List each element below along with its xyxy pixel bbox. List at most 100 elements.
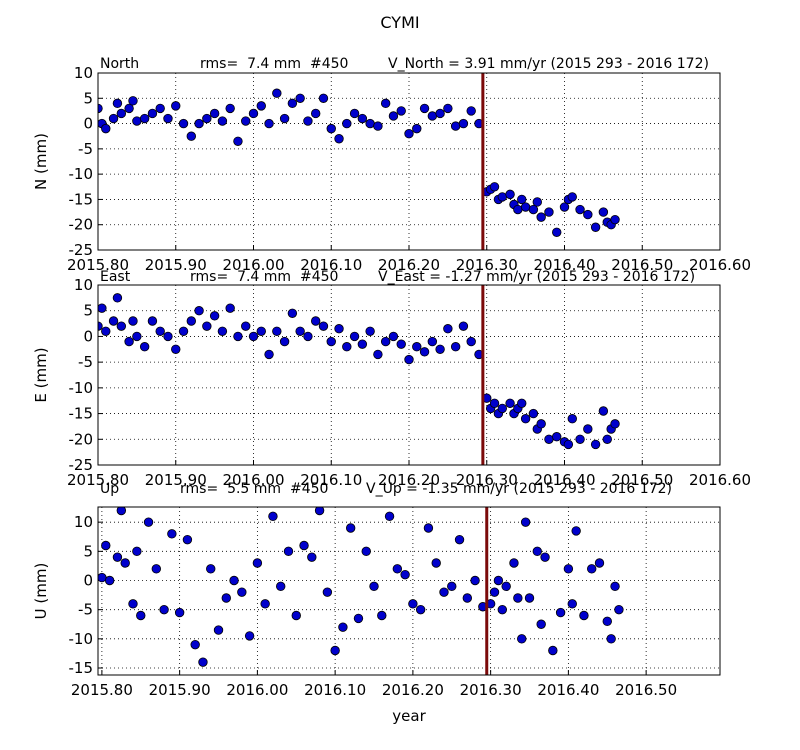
data-point: [241, 321, 251, 331]
data-point: [388, 111, 399, 121]
panel-velocity: V_Up = -1.35 mm/yr (2015 293 - 2016 172): [366, 481, 672, 497]
data-point: [291, 610, 301, 621]
axes-frame: [97, 284, 721, 466]
y-tick-label: -10: [69, 379, 94, 397]
points: [98, 88, 620, 238]
data-point: [513, 593, 523, 603]
data-point: [532, 546, 542, 557]
data-point: [528, 408, 539, 419]
data-point: [112, 98, 123, 109]
data-point: [466, 336, 476, 347]
data-point: [155, 103, 165, 114]
data-point: [104, 575, 115, 586]
data-point: [520, 517, 531, 527]
y-tick-label: 0: [83, 572, 93, 590]
data-point: [435, 108, 445, 119]
data-point: [606, 634, 616, 644]
data-point: [536, 419, 546, 429]
data-point: [299, 540, 309, 551]
data-point: [373, 349, 383, 360]
points: [98, 293, 620, 450]
data-point: [587, 564, 597, 574]
data-point: [303, 331, 313, 342]
data-point: [268, 511, 278, 522]
y-axis-label: U (mm): [32, 563, 50, 620]
y-tick-label: 5: [83, 302, 93, 320]
data-point: [489, 398, 500, 408]
data-point: [101, 123, 111, 134]
data-point: [314, 507, 325, 516]
data-point: [563, 439, 574, 450]
data-point: [178, 118, 189, 129]
y-tick-label: -20: [69, 430, 94, 448]
data-point: [139, 113, 150, 124]
data-point: [326, 123, 336, 134]
data-point: [357, 113, 368, 124]
plot-area: [98, 507, 720, 675]
data-point: [524, 593, 535, 603]
data-point: [497, 403, 508, 414]
data-point: [155, 326, 165, 336]
data-point: [108, 113, 119, 124]
data-point: [132, 116, 142, 126]
data-point: [287, 98, 298, 109]
panel: 2015.80 2015.90 2016.00 2016.10 2016.20 2016.…: [32, 56, 751, 274]
panel-velocity: V_East = -1.27 mm/yr (2015 293 - 2016 17…: [378, 269, 695, 285]
data-point: [536, 212, 546, 222]
data-point: [330, 645, 340, 656]
data-point: [244, 631, 255, 641]
data-point: [128, 96, 138, 106]
data-point: [404, 354, 414, 365]
data-point: [186, 131, 197, 141]
figure-title: CYMI: [380, 13, 419, 32]
data-point: [520, 202, 531, 212]
data-point: [517, 398, 527, 408]
data-point: [517, 194, 527, 205]
x-tick-label: 2015.90: [145, 256, 207, 274]
data-point: [408, 599, 418, 609]
data-point: [345, 523, 356, 533]
y-tick-label: -15: [69, 405, 94, 423]
data-point: [256, 101, 266, 111]
axes-frame: [97, 506, 721, 676]
data-point: [112, 293, 123, 303]
data-point: [412, 123, 422, 134]
data-point: [552, 227, 562, 238]
data-point: [357, 339, 368, 349]
x-tick-label: 2015.80: [67, 256, 129, 274]
y-tick-label: 0: [83, 327, 93, 345]
y-axis-label: E (mm): [32, 347, 50, 402]
data-point: [602, 434, 612, 444]
data-point: [443, 103, 453, 114]
data-point: [349, 331, 360, 342]
data-point: [132, 546, 142, 557]
data-point: [412, 342, 422, 352]
x-tick-label: 2016.30: [460, 681, 522, 699]
x-tick-label: 2015.90: [145, 471, 207, 489]
panel: 2015.80 2015.90 2016.00 2016.10 2016.20 2016.…: [32, 269, 751, 489]
data-point: [221, 593, 231, 603]
x-tick-label: 2016.20: [378, 471, 440, 489]
data-point: [361, 546, 371, 557]
data-point: [264, 118, 274, 129]
data-point: [295, 326, 305, 336]
data-point: [579, 610, 589, 621]
data-point: [101, 540, 111, 551]
data-point: [136, 610, 146, 621]
x-tick-label: 2016.50: [611, 256, 673, 274]
data-point: [342, 342, 352, 352]
x-tick-label: 2016.20: [378, 256, 440, 274]
data-point: [583, 424, 593, 434]
x-tick-label: 2016.40: [533, 256, 595, 274]
data-point: [489, 182, 500, 192]
x-tick-label: 2016.00: [222, 256, 284, 274]
data-point: [497, 192, 508, 202]
data-point: [98, 572, 107, 583]
data-point: [264, 349, 274, 360]
plot-area: [98, 285, 720, 465]
data-point: [225, 103, 235, 114]
data-point: [349, 108, 360, 119]
data-point: [392, 564, 403, 574]
data-point: [217, 326, 228, 336]
data-point: [571, 526, 581, 536]
